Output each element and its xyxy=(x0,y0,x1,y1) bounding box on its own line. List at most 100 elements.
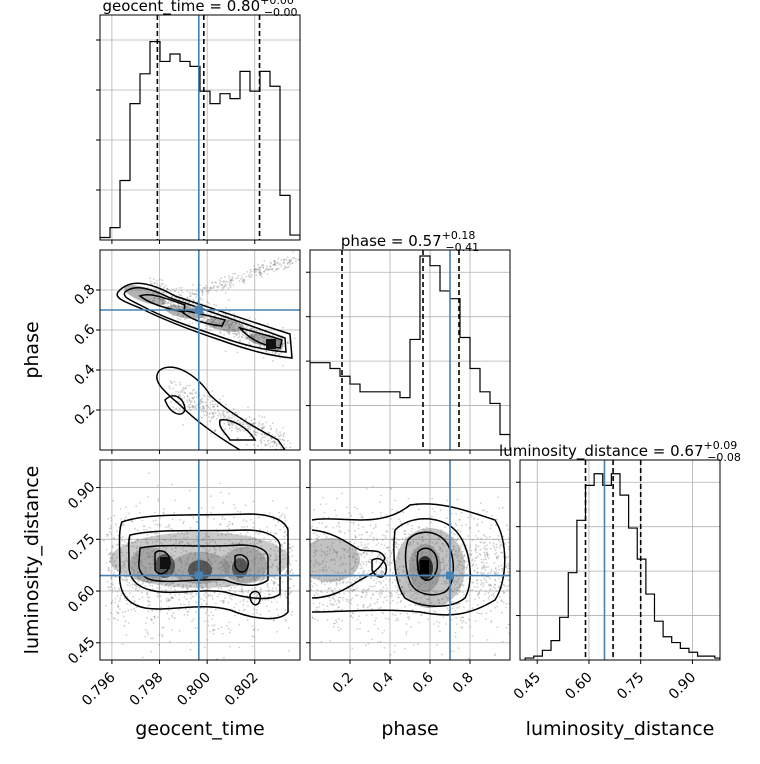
sample-point xyxy=(164,539,166,542)
sample-point xyxy=(224,292,227,294)
sample-point xyxy=(223,429,226,431)
sample-point xyxy=(263,557,265,560)
sample-point xyxy=(328,566,331,569)
sample-point xyxy=(255,268,257,271)
sample-point xyxy=(228,283,231,286)
sample-point xyxy=(233,419,236,421)
histogram-bin xyxy=(430,266,440,450)
sample-point xyxy=(267,598,270,601)
sample-point xyxy=(201,410,203,412)
sample-point xyxy=(343,554,346,557)
sample-point xyxy=(273,581,276,584)
sample-point xyxy=(507,541,510,544)
sample-point xyxy=(237,274,240,277)
sample-point xyxy=(273,263,276,266)
sample-point xyxy=(252,526,255,529)
sample-point xyxy=(148,472,150,475)
sample-point xyxy=(377,542,380,545)
sample-point xyxy=(430,521,432,524)
sample-point xyxy=(184,386,187,389)
sample-point xyxy=(415,578,417,580)
sample-point xyxy=(380,566,383,569)
sample-point xyxy=(235,277,238,280)
sample-point xyxy=(145,622,148,625)
sample-point xyxy=(229,424,231,427)
sample-point xyxy=(291,555,294,558)
sample-point xyxy=(229,566,231,568)
sample-point xyxy=(248,416,251,418)
sample-point xyxy=(203,407,205,410)
sample-point xyxy=(234,323,237,326)
sample-point xyxy=(270,262,272,265)
sample-point xyxy=(167,302,170,304)
histogram-bin xyxy=(220,94,230,240)
sample-point xyxy=(249,542,252,545)
sample-point xyxy=(288,562,291,565)
sample-point xyxy=(162,512,165,515)
sample-point xyxy=(329,581,332,584)
sample-point xyxy=(225,567,227,570)
sample-point xyxy=(223,280,225,282)
sample-point xyxy=(191,595,194,598)
sample-point xyxy=(457,547,460,550)
sample-point xyxy=(117,604,119,606)
sample-point xyxy=(483,577,486,580)
sample-point xyxy=(204,539,206,542)
sample-point xyxy=(173,554,176,557)
sample-point xyxy=(311,585,314,588)
sample-point xyxy=(350,588,352,591)
sample-point xyxy=(219,523,221,526)
sample-point xyxy=(323,533,326,536)
sample-point xyxy=(189,392,192,395)
histogram-step xyxy=(310,255,510,450)
sample-point xyxy=(412,594,414,597)
sample-point xyxy=(227,421,229,423)
sample-point xyxy=(362,546,365,549)
sample-point xyxy=(276,558,278,561)
sample-point xyxy=(238,335,241,337)
sample-point xyxy=(460,584,462,586)
sample-point xyxy=(230,282,233,285)
sample-point xyxy=(476,571,478,574)
sample-point xyxy=(488,589,491,592)
sample-point xyxy=(456,586,459,589)
sample-point xyxy=(142,551,145,553)
sample-point xyxy=(175,287,178,290)
histogram-bin xyxy=(350,384,360,450)
sample-point xyxy=(214,327,217,329)
sample-point xyxy=(261,330,264,333)
sample-point xyxy=(126,596,129,598)
sample-point xyxy=(396,589,399,592)
sample-point xyxy=(500,599,503,602)
sample-point xyxy=(221,515,224,518)
sample-point xyxy=(324,553,326,556)
sample-point xyxy=(316,609,319,612)
sample-point xyxy=(445,550,448,553)
sample-point xyxy=(403,587,406,590)
sample-point xyxy=(254,318,257,320)
sample-point xyxy=(183,520,185,523)
sample-point xyxy=(146,556,149,559)
sample-point xyxy=(255,598,257,601)
sample-point xyxy=(335,581,338,584)
sample-point xyxy=(172,582,175,584)
sample-point xyxy=(186,304,189,307)
sample-point xyxy=(395,619,397,622)
sample-point xyxy=(249,535,252,538)
sample-point xyxy=(414,554,417,556)
sample-point xyxy=(220,626,223,628)
sample-point xyxy=(256,593,259,596)
sample-point xyxy=(205,534,208,537)
sample-point xyxy=(373,579,375,582)
sample-point xyxy=(142,582,144,585)
sample-point xyxy=(189,403,192,406)
sample-point xyxy=(460,572,462,575)
sample-point xyxy=(292,585,295,587)
sample-point xyxy=(332,604,335,607)
sample-point xyxy=(178,598,181,601)
sample-point xyxy=(413,570,416,573)
sample-point xyxy=(385,599,388,602)
sample-point xyxy=(350,568,353,571)
sample-point xyxy=(443,564,446,567)
